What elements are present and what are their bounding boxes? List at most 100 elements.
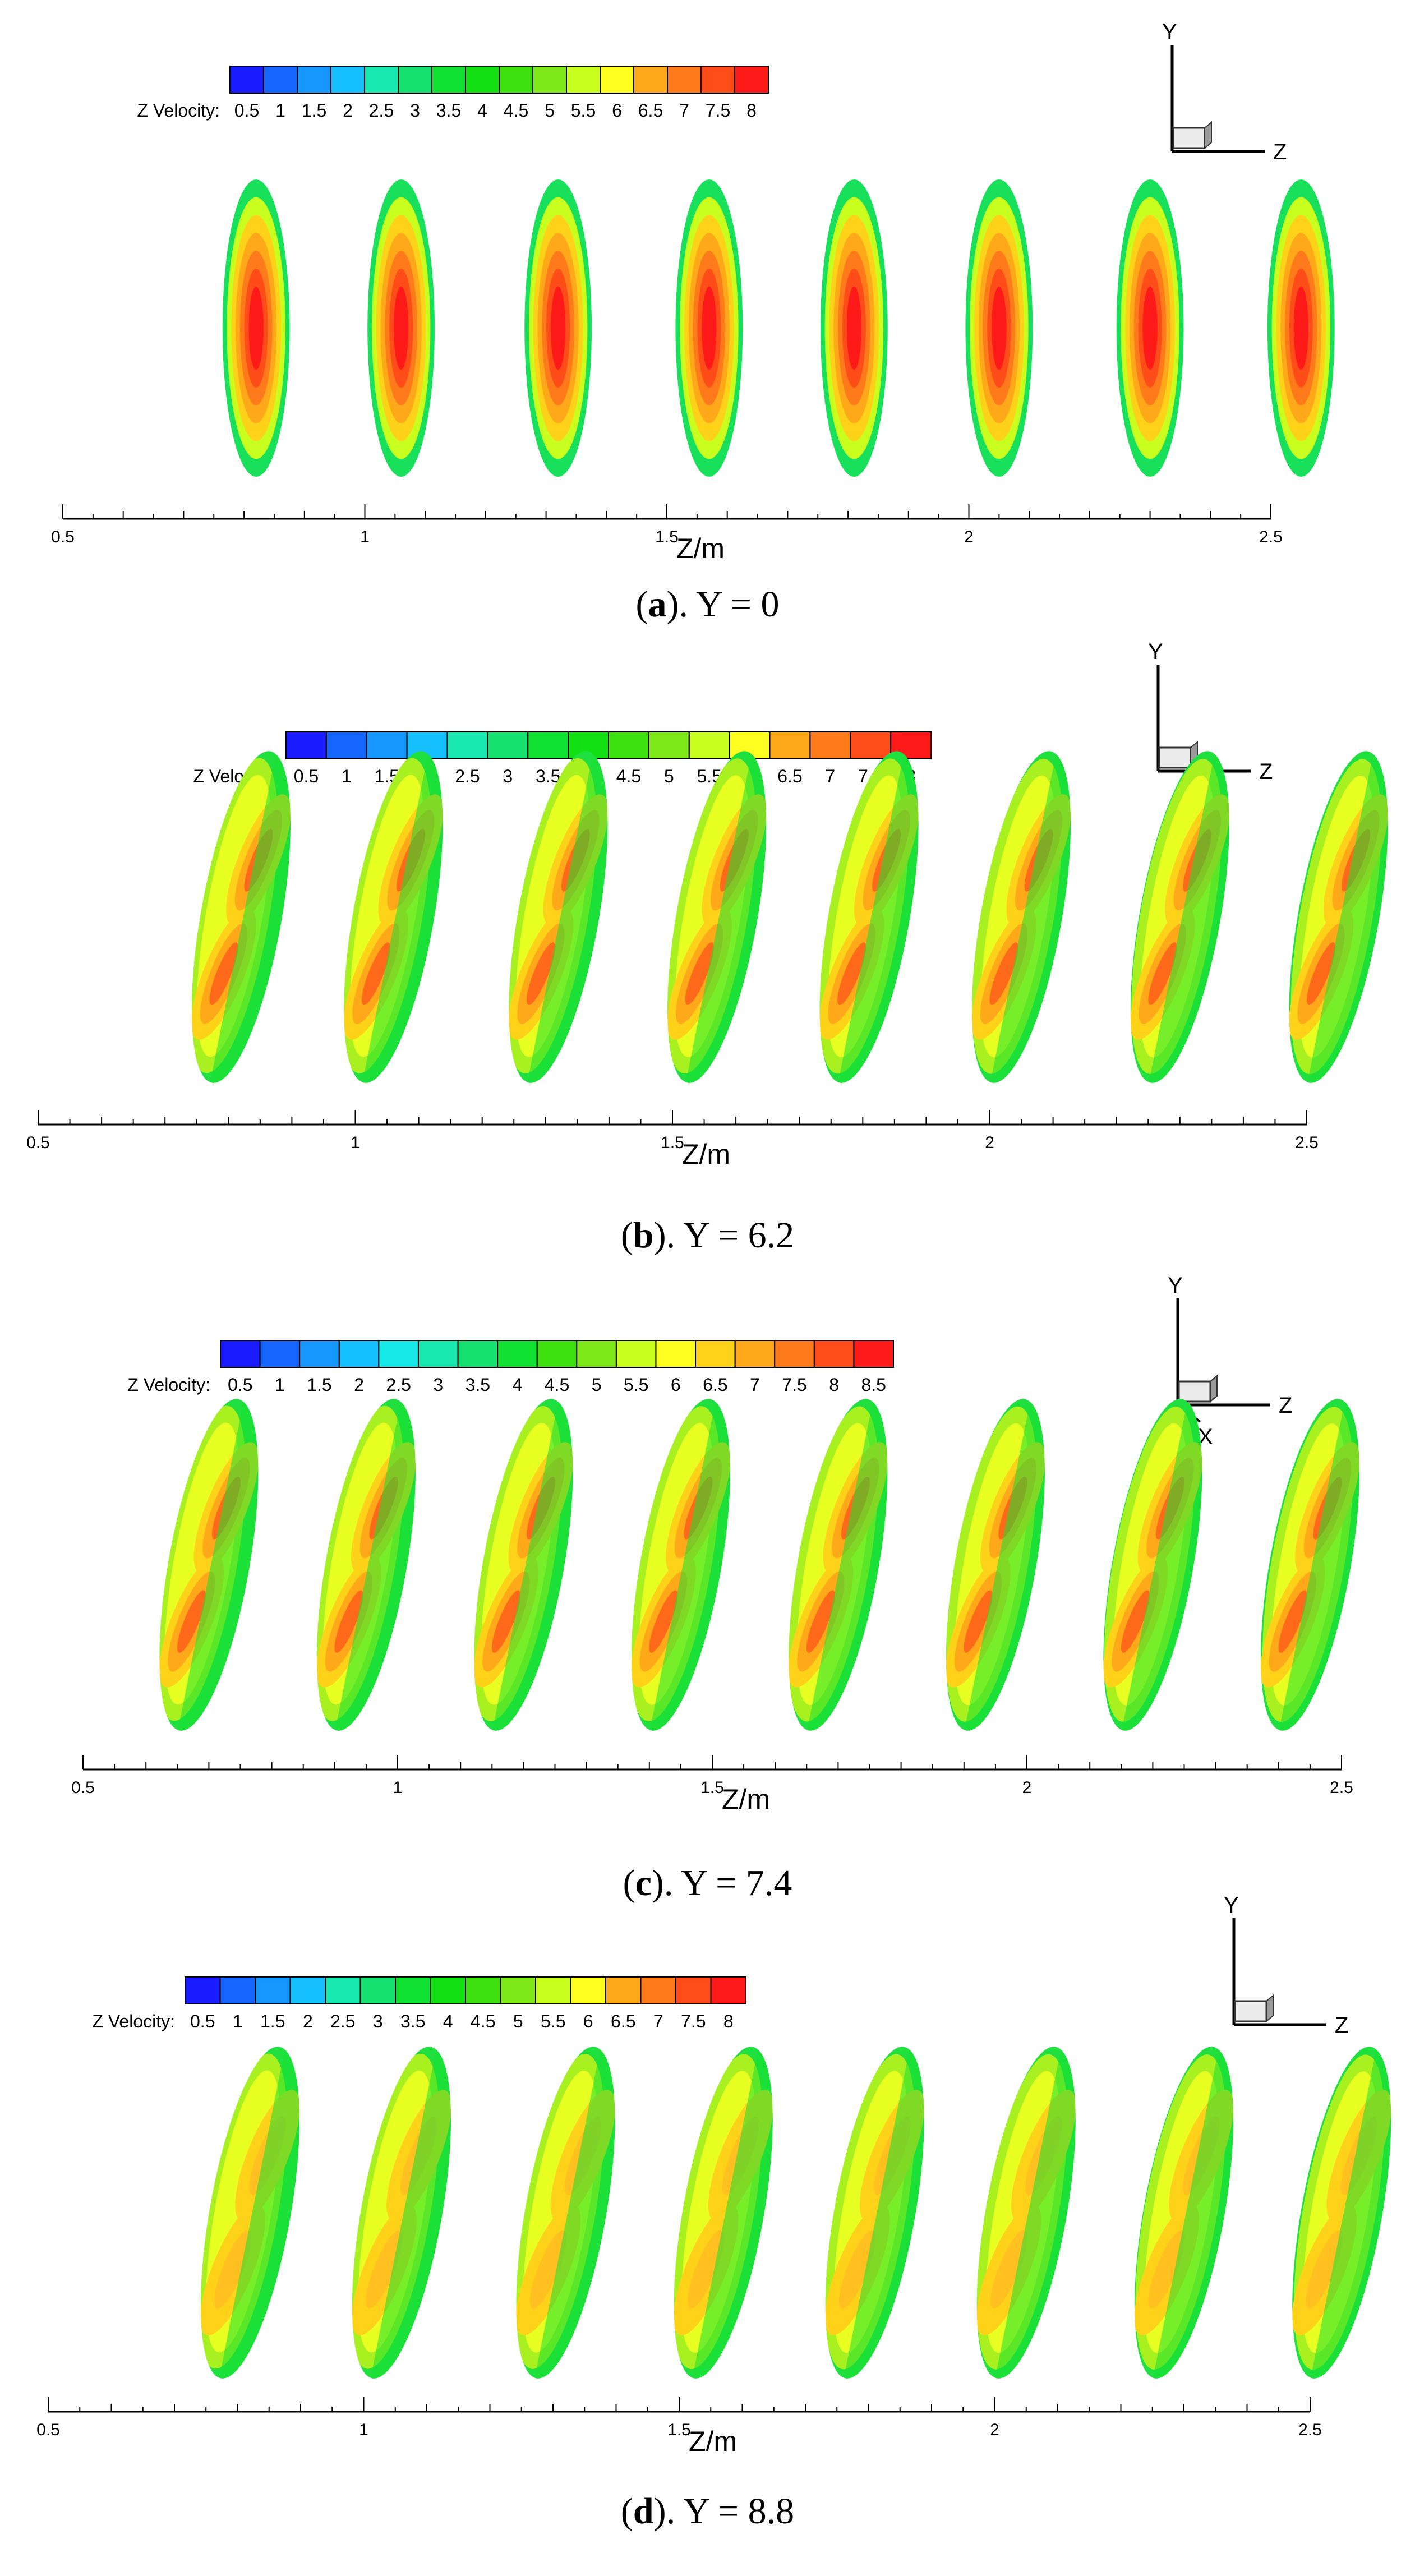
x-tick-label: 1.5 bbox=[661, 1133, 684, 1152]
x-tick-label: 1 bbox=[393, 1778, 403, 1797]
caption-text: ). Y = 6.2 bbox=[653, 1215, 795, 1256]
triad-cube bbox=[1158, 746, 1192, 769]
panel-a: 0.5 1 1.5 2 2.5 3 3.5 4 4.5 5 5.5 6 6.5 7 7.5 8 Z Veloci… bbox=[51, 20, 1335, 564]
velocity-slice bbox=[524, 179, 592, 477]
velocity-slice bbox=[1287, 744, 1408, 1090]
x-tick-label: 1 bbox=[351, 1133, 360, 1152]
colorbar-tick-label: 7.5 bbox=[782, 1375, 806, 1395]
contour-band bbox=[989, 942, 1018, 1005]
colorbar-tick-label: 4.5 bbox=[471, 2011, 495, 2031]
contour-band bbox=[846, 286, 862, 370]
velocity-slice bbox=[671, 2040, 792, 2385]
colorbar-swatch bbox=[220, 1340, 261, 1368]
colorbar-swatch bbox=[289, 1976, 326, 2004]
velocity-slice bbox=[820, 179, 888, 477]
contour-band bbox=[248, 286, 264, 370]
colorbar-swatch bbox=[378, 1340, 419, 1368]
x-tick-label: 0.5 bbox=[36, 2421, 60, 2439]
triad-y-label: Y bbox=[1162, 20, 1177, 44]
triad-y-label: Y bbox=[1224, 1893, 1239, 1918]
colorbar-swatch bbox=[325, 1976, 361, 2004]
colorbar-swatch bbox=[395, 1976, 431, 2004]
contour-slices bbox=[196, 2040, 1411, 2385]
velocity-slice bbox=[340, 744, 463, 1090]
triad-z-label: Z bbox=[1335, 2013, 1348, 2038]
velocity-slice bbox=[1290, 2040, 1411, 2385]
colorbar-swatch bbox=[497, 1340, 538, 1368]
colorbar-swatch bbox=[338, 1340, 380, 1368]
colorbar-swatch bbox=[813, 1340, 855, 1368]
velocity-slice bbox=[506, 744, 628, 1090]
colorbar-swatch bbox=[364, 66, 399, 94]
caption-letter: a bbox=[648, 584, 667, 625]
axes-triad: YZX bbox=[1168, 1273, 1292, 1449]
colorbar-label: Z Velocity: bbox=[127, 1375, 210, 1395]
contour-band bbox=[1148, 2230, 1185, 2309]
x-tick-label: 1 bbox=[360, 528, 370, 546]
contour-band bbox=[837, 942, 866, 1005]
colorbar-swatch bbox=[600, 66, 634, 94]
contour-band bbox=[550, 286, 566, 370]
colorbar-tick-label: 3 bbox=[433, 1375, 443, 1395]
colorbar-swatch bbox=[430, 1976, 466, 2004]
x-tick-label: 0.5 bbox=[26, 1133, 50, 1152]
colorbar-tick-label: 6.5 bbox=[777, 766, 802, 786]
colorbar-tick-label: 6 bbox=[612, 100, 622, 121]
colorbar-swatch bbox=[487, 731, 529, 759]
panel-caption: (a). Y = 0 bbox=[635, 584, 780, 625]
colorbar-swatch bbox=[532, 66, 567, 94]
velocity-slice bbox=[1101, 1392, 1222, 1738]
colorbar-swatch bbox=[255, 1976, 291, 2004]
colorbar-tick-label: 1.5 bbox=[307, 1375, 331, 1395]
x-axis: 0.5 1 1.5 2 2.5 Z/m bbox=[71, 1755, 1353, 1815]
contour-band bbox=[990, 2230, 1027, 2309]
colorbar-tick-label: 8 bbox=[746, 100, 757, 121]
velocity-slice bbox=[187, 744, 310, 1090]
axes-triad: YZ bbox=[1224, 1893, 1348, 2038]
contour-slices bbox=[222, 179, 1335, 477]
colorbar-tick-label: 5 bbox=[545, 100, 555, 121]
colorbar-tick-label: 7.5 bbox=[681, 2011, 706, 2031]
colorbar-tick-label: 4 bbox=[443, 2011, 453, 2031]
x-axis-title: Z/m bbox=[722, 1784, 770, 1815]
velocity-slice bbox=[196, 2040, 320, 2385]
colorbar-tick-label: 6 bbox=[671, 1375, 681, 1395]
colorbar-swatch bbox=[615, 1340, 657, 1368]
colorbar-tick-label: 1 bbox=[342, 766, 352, 786]
colorbar-swatch bbox=[536, 1340, 578, 1368]
velocity-slice bbox=[675, 179, 743, 477]
colorbar-tick-label: 1 bbox=[275, 100, 285, 121]
colorbar-swatch bbox=[570, 1976, 606, 2004]
velocity-slice bbox=[1132, 2040, 1253, 2385]
colorbar-tick-label: 4.5 bbox=[504, 100, 528, 121]
colorbar-tick-label: 4.5 bbox=[616, 766, 641, 786]
colorbar-tick-label: 5.5 bbox=[541, 2011, 565, 2031]
colorbar-tick-label: 2.5 bbox=[330, 2011, 355, 2031]
colorbar-tick-label: 0.5 bbox=[234, 100, 259, 121]
velocity-slice bbox=[970, 744, 1091, 1090]
caption-text: ). Y = 7.4 bbox=[651, 1863, 792, 1904]
velocity-slice bbox=[348, 2040, 471, 2385]
colorbar-tick-label: 4 bbox=[477, 100, 487, 121]
colorbar-swatch bbox=[219, 1976, 256, 2004]
velocity-slice bbox=[222, 179, 290, 477]
colorbar-tick-label: 2 bbox=[303, 2011, 313, 2031]
colorbar: 0.5 1 1.5 2 2.5 3 3.5 4 4.5 5 5.5 6 6.5 7 7.5 8 Z Veloci… bbox=[137, 66, 769, 121]
x-tick-label: 2 bbox=[985, 1133, 994, 1152]
colorbar-tick-label: 3.5 bbox=[465, 1375, 490, 1395]
colorbar-tick-label: 3.5 bbox=[436, 100, 461, 121]
caption-text: ). Y = 8.8 bbox=[653, 2491, 795, 2532]
triad-z-label: Z bbox=[1273, 140, 1287, 164]
colorbar-tick-label: 3 bbox=[410, 100, 420, 121]
colorbar-swatch bbox=[499, 66, 533, 94]
velocity-slice bbox=[786, 1392, 907, 1738]
colorbar-tick-label: 1 bbox=[275, 1375, 285, 1395]
colorbar-tick-label: 0.5 bbox=[294, 766, 319, 786]
velocity-slice bbox=[1258, 1392, 1379, 1738]
colorbar-swatch bbox=[648, 731, 690, 759]
contour-band bbox=[366, 2230, 403, 2309]
colorbar-tick-label: 1.5 bbox=[260, 2011, 285, 2031]
colorbar-swatch bbox=[229, 66, 264, 94]
colorbar-tick-label: 2.5 bbox=[455, 766, 480, 786]
